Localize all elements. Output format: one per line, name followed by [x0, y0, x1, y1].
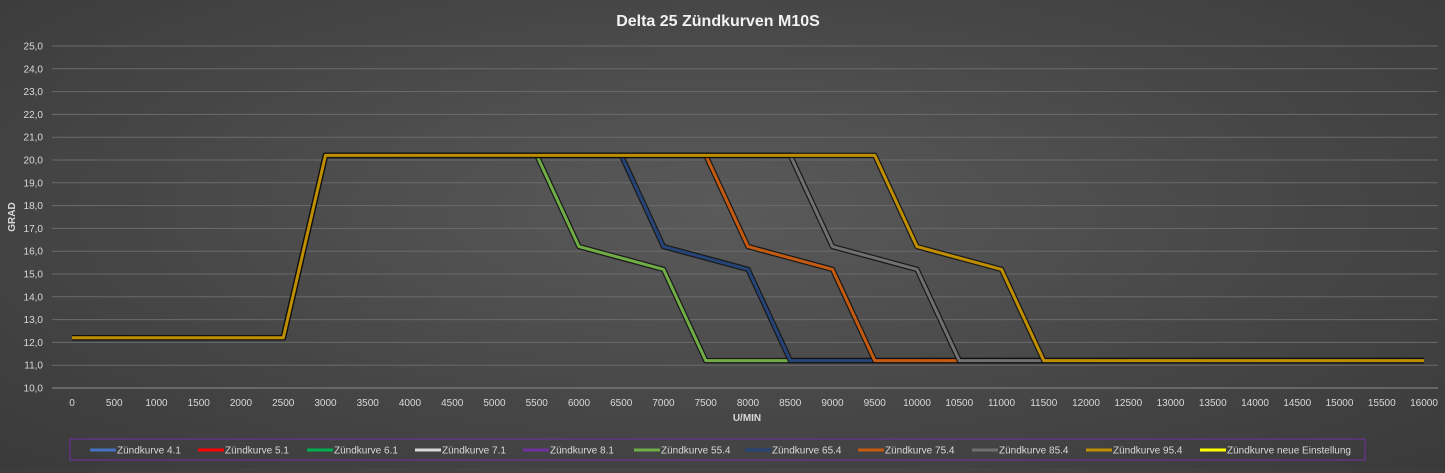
x-tick-label: 15500 [1368, 398, 1396, 409]
legend: Zündkurve 4.1 Zündkurve 5.1 Zündkurve 6.1 Z… [69, 438, 1366, 461]
y-tick-label: 10,0 [24, 384, 44, 395]
y-tick-label: 16,0 [24, 247, 44, 258]
series-line [72, 153, 1424, 363]
x-tick-label: 4500 [441, 398, 464, 409]
x-tick-label: 4000 [399, 398, 422, 409]
series-shadow [72, 152, 1424, 364]
x-tick-label: 13500 [1199, 398, 1227, 409]
legend-box [69, 438, 1366, 461]
x-tick-label: 2000 [230, 398, 253, 409]
x-tick-label: 6000 [568, 398, 591, 409]
legend-label: Zündkurve 95.4 [1113, 446, 1183, 457]
legend-label: Zündkurve 4.1 [117, 446, 181, 457]
series-shadow [72, 152, 1424, 364]
x-tick-label: 9000 [821, 398, 844, 409]
series-line [72, 153, 1424, 363]
y-tick-label: 22,0 [24, 110, 44, 121]
series-shadow [72, 152, 1424, 364]
y-tick-label: 11,0 [24, 361, 43, 372]
legend-label: Zündkurve 7.1 [442, 446, 506, 457]
y-tick-label: 19,0 [24, 178, 44, 189]
series-line [72, 153, 1424, 363]
y-tick-label: 23,0 [24, 87, 44, 98]
axes: 10,0 11,0 12,0 13,0 14,0 15,0 16,0 17,0 18,0 19,0… [24, 42, 1439, 410]
y-tick-label: 25,0 [24, 42, 44, 53]
x-tick-label: 8500 [779, 398, 802, 409]
x-tick-label: 14000 [1241, 398, 1269, 409]
x-tick-label: 9500 [864, 398, 887, 409]
y-tick-label: 18,0 [24, 201, 44, 212]
x-tick-label: 16000 [1410, 398, 1438, 409]
x-tick-label: 7500 [695, 398, 718, 409]
legend-label: Zündkurve 5.1 [225, 446, 289, 457]
x-tick-label: 11000 [988, 398, 1016, 409]
y-tick-label: 13,0 [24, 315, 44, 326]
y-axis-title: GRAD [7, 202, 18, 231]
x-tick-label: 2500 [272, 398, 295, 409]
y-tick-label: 15,0 [24, 270, 44, 281]
x-tick-label: 1500 [188, 398, 211, 409]
x-tick-label: 15000 [1326, 398, 1354, 409]
x-tick-label: 5500 [526, 398, 549, 409]
x-tick-label: 0 [69, 398, 75, 409]
legend-label: Zündkurve 6.1 [334, 446, 398, 457]
x-tick-label: 3500 [357, 398, 380, 409]
y-tick-label: 14,0 [24, 292, 44, 303]
y-tick-label: 21,0 [24, 133, 44, 144]
chart-title: Delta 25 Zündkurven M10S [616, 13, 820, 30]
y-tick-label: 24,0 [24, 64, 44, 75]
series-lines [72, 152, 1424, 364]
series-line [72, 153, 1424, 363]
y-tick-label: 12,0 [24, 338, 44, 349]
x-tick-label: 11500 [1030, 398, 1058, 409]
y-tick-label: 20,0 [24, 156, 44, 167]
series-line [72, 153, 1424, 363]
x-tick-label: 10500 [945, 398, 973, 409]
series-shadow [72, 152, 1424, 364]
x-tick-label: 7000 [652, 398, 675, 409]
legend-label: Zündkurve 85.4 [999, 446, 1069, 457]
legend-label: Zündkurve 65.4 [772, 446, 842, 457]
legend-label: Zündkurve 8.1 [550, 446, 614, 457]
x-tick-label: 1000 [145, 398, 168, 409]
series-shadow [72, 152, 1424, 364]
y-tick-label: 17,0 [24, 224, 44, 235]
x-tick-label: 3000 [314, 398, 337, 409]
x-tick-label: 12500 [1114, 398, 1142, 409]
x-tick-label: 14500 [1283, 398, 1311, 409]
x-tick-label: 13000 [1157, 398, 1185, 409]
x-tick-label: 12000 [1072, 398, 1100, 409]
x-axis-title: U/MIN [733, 413, 761, 424]
x-tick-label: 5000 [483, 398, 506, 409]
legend-label: Zündkurve 55.4 [661, 446, 731, 457]
x-tick-label: 8000 [737, 398, 760, 409]
x-tick-label: 6500 [610, 398, 633, 409]
legend-label: Zündkurve neue Einstellung [1227, 446, 1351, 457]
gridlines [52, 45, 1438, 389]
x-tick-label: 500 [106, 398, 123, 409]
legend-label: Zündkurve 75.4 [885, 446, 955, 457]
x-tick-label: 10000 [903, 398, 931, 409]
